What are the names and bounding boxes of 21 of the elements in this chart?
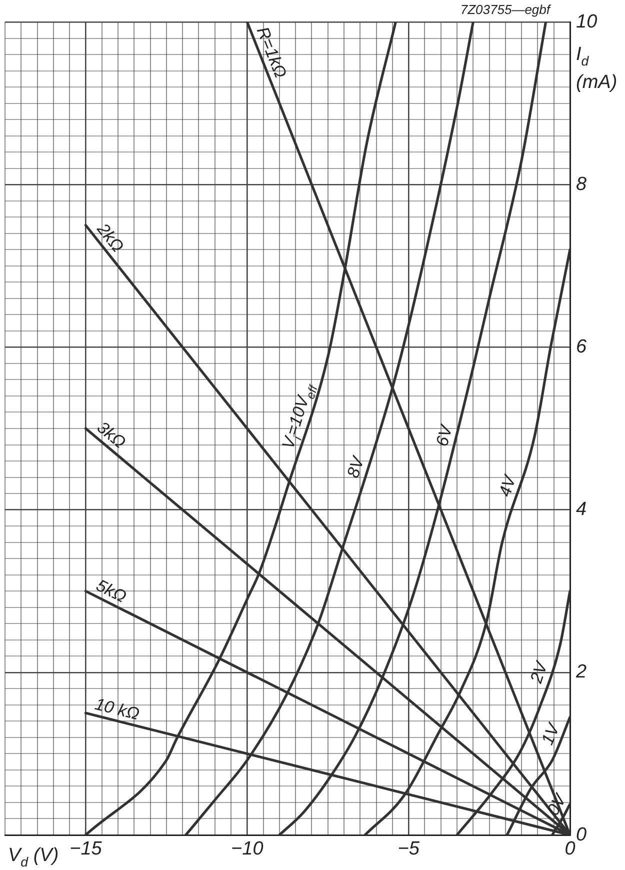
text: Vi=10Veff — [278, 382, 321, 452]
text: 2V — [526, 658, 552, 686]
y-tick-label: 0 — [576, 824, 587, 846]
text: 7Z03755—egbf — [460, 2, 552, 17]
text: 10 kΩ — [92, 694, 142, 724]
x-tick-label: −10 — [231, 838, 264, 860]
text: 3kΩ — [93, 418, 130, 452]
text: 2kΩ — [92, 219, 128, 256]
text: 0V — [543, 790, 571, 818]
x-tick-label: −15 — [70, 838, 102, 860]
y-tick-label: 2 — [575, 662, 587, 683]
text: 5kΩ — [93, 576, 130, 607]
y-tick-label: 10 — [576, 11, 598, 32]
x-tick-label: −5 — [398, 838, 420, 860]
text: 1V — [538, 720, 564, 748]
y-tick-label: 8 — [576, 174, 587, 195]
text: 8V — [343, 453, 368, 480]
text: 6V — [432, 422, 456, 448]
y-tick-label: 4 — [576, 499, 587, 520]
y-tick-label: 6 — [576, 336, 587, 358]
text: 4V — [495, 472, 520, 499]
